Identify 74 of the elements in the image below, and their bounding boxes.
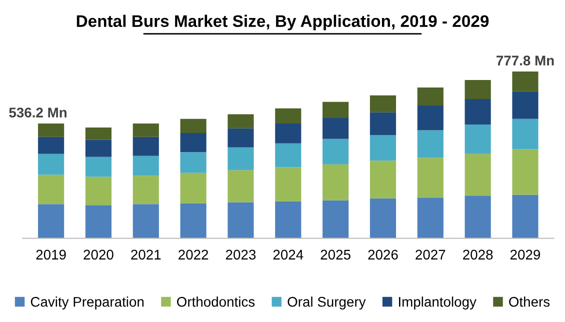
bar [132, 124, 159, 137]
legend-label: Cavity Preparation [30, 296, 144, 310]
legend-label: Orthodontics [177, 296, 255, 307]
x-tick-label: 2022 [178, 250, 208, 260]
x-tick-label: 2019 [36, 250, 66, 260]
bar [38, 174, 64, 204]
bar [370, 112, 396, 136]
bar [85, 128, 112, 140]
bar [322, 164, 349, 200]
bar [85, 156, 112, 177]
bar [180, 203, 206, 238]
bar [322, 102, 349, 118]
bar [38, 124, 64, 137]
bar [322, 118, 349, 139]
bar [370, 198, 396, 238]
bar [228, 128, 254, 148]
bar [464, 154, 491, 196]
bar [132, 204, 159, 238]
x-tick-label: 2027 [416, 250, 446, 260]
bar [370, 135, 396, 161]
legend-label: Others [509, 296, 550, 307]
bar [228, 114, 254, 128]
bar [464, 99, 491, 125]
x-tick-label: 2024 [273, 250, 304, 260]
bar [275, 167, 302, 202]
bar [464, 80, 491, 100]
bar [85, 205, 112, 238]
bar [85, 176, 112, 206]
bar [464, 196, 491, 238]
bar [464, 124, 491, 154]
bar [417, 88, 444, 106]
bar [417, 158, 444, 198]
bar [180, 172, 206, 204]
bar [38, 136, 64, 154]
bar [38, 154, 64, 175]
annotation: 777.8 Mn [496, 56, 554, 66]
bar [417, 130, 444, 158]
bar [417, 106, 444, 130]
x-tick-label: 2020 [84, 250, 114, 260]
bar [132, 156, 159, 176]
bar [228, 170, 254, 202]
x-tick-label: 2026 [368, 250, 398, 260]
bar [275, 124, 302, 144]
bar [228, 147, 254, 170]
bar [512, 72, 538, 92]
legend-label: Implantology [399, 296, 476, 310]
bar [228, 202, 254, 238]
bar [85, 140, 112, 157]
x-tick-label: 2025 [320, 250, 350, 260]
annotation: 536.2 Mn [9, 108, 66, 118]
x-tick-label: 2028 [463, 250, 493, 260]
bar [132, 136, 159, 156]
bar [512, 118, 538, 150]
legend-label: Oral Surgery [288, 296, 366, 310]
bar [180, 152, 206, 173]
bar [132, 176, 159, 204]
x-tick-label: 2023 [226, 250, 256, 260]
bar [370, 160, 396, 198]
bar [322, 200, 349, 238]
bar [275, 143, 302, 168]
bar [275, 201, 302, 238]
bar [512, 149, 538, 195]
bar [417, 198, 444, 238]
x-tick-label: 2021 [131, 250, 161, 260]
chart-title: Dental Burs Market Size, By Application, 2019 - 2029 [76, 14, 489, 30]
bar [512, 194, 538, 238]
bar [370, 95, 396, 112]
bar [180, 133, 206, 152]
bar [180, 118, 206, 134]
bar [322, 138, 349, 164]
bar [38, 204, 64, 238]
bar [275, 108, 302, 124]
bar [512, 91, 538, 119]
x-tick-label: 2029 [510, 250, 540, 260]
